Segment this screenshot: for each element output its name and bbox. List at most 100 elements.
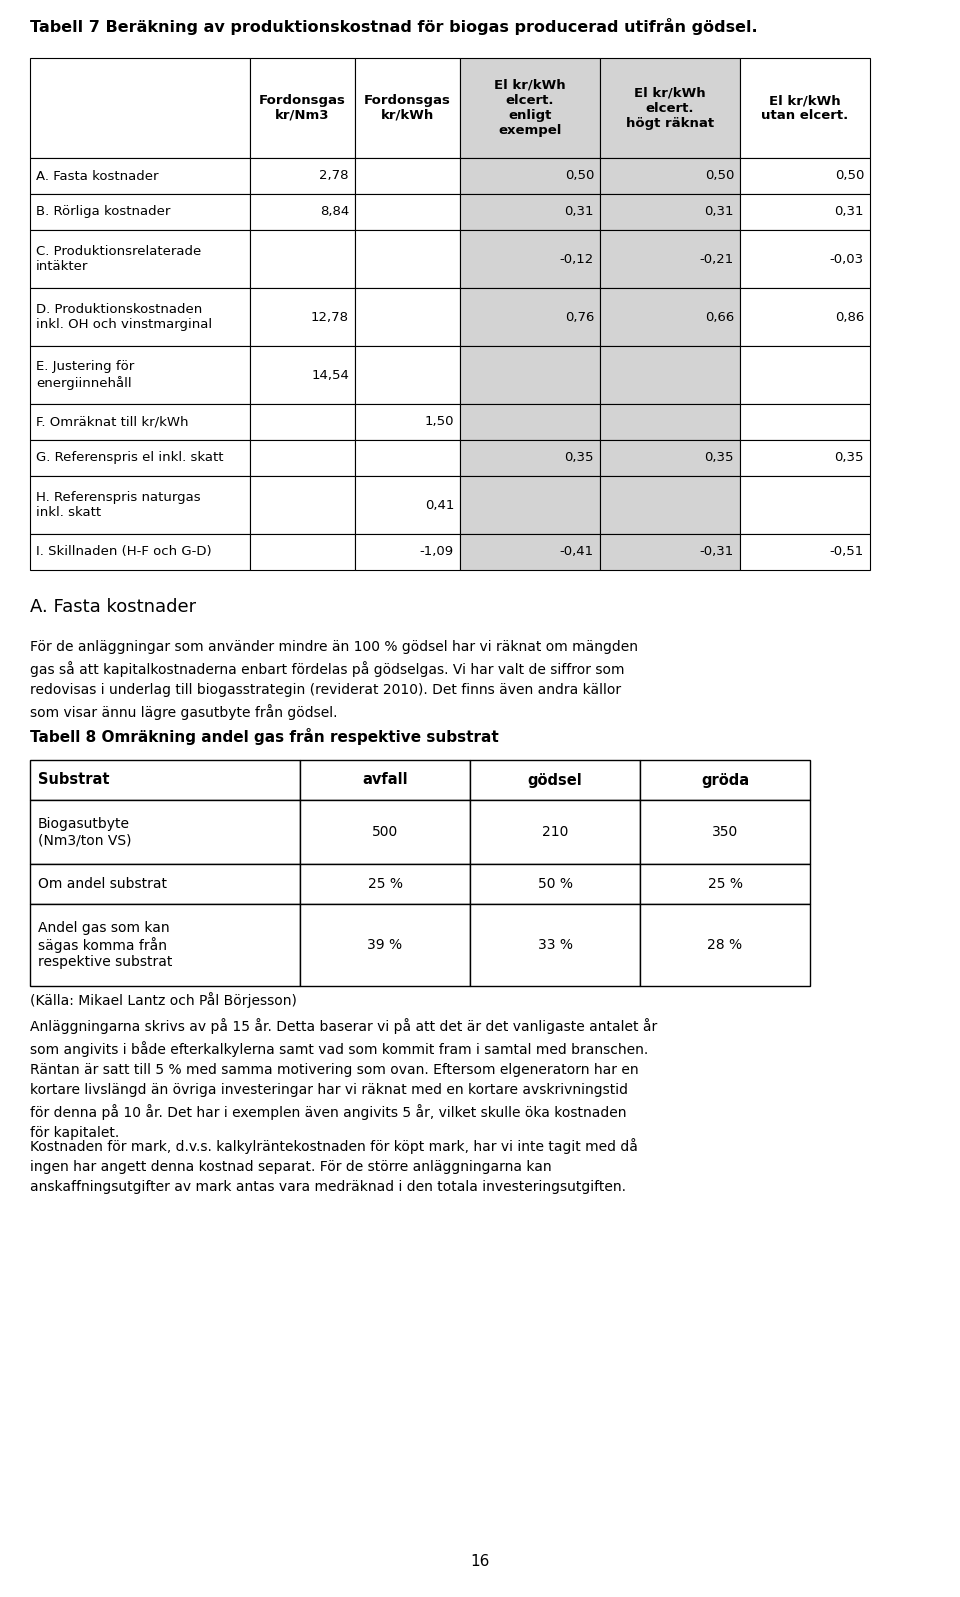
Text: -0,21: -0,21 — [700, 252, 734, 265]
Text: D. Produktionskostnaden
inkl. OH och vinstmarginal: D. Produktionskostnaden inkl. OH och vin… — [36, 303, 212, 331]
Text: A. Fasta kostnader: A. Fasta kostnader — [30, 597, 196, 616]
Bar — [460, 287, 600, 347]
Bar — [30, 864, 300, 904]
Text: -0,31: -0,31 — [700, 546, 734, 559]
Text: El kr/kWh
elcert.
högt räknat: El kr/kWh elcert. högt räknat — [626, 86, 714, 129]
Text: E. Justering för
energiinnehåll: E. Justering för energiinnehåll — [36, 361, 134, 390]
Text: 210: 210 — [541, 826, 568, 838]
Text: Biogasutbyte
(Nm3/ton VS): Biogasutbyte (Nm3/ton VS) — [38, 818, 132, 846]
Bar — [470, 760, 640, 800]
Bar — [30, 287, 250, 347]
Bar — [470, 800, 640, 864]
Bar — [355, 287, 460, 347]
Text: 0,66: 0,66 — [705, 310, 734, 324]
Bar — [250, 347, 355, 404]
Bar — [600, 230, 740, 287]
Bar — [460, 230, 600, 287]
Bar — [300, 800, 470, 864]
Text: -1,09: -1,09 — [420, 546, 454, 559]
Bar — [640, 760, 810, 800]
Text: 0,76: 0,76 — [564, 310, 594, 324]
Bar — [250, 57, 355, 158]
Bar — [250, 193, 355, 230]
Text: 33 %: 33 % — [538, 937, 572, 952]
Bar — [740, 230, 870, 287]
Bar — [30, 904, 300, 985]
Bar — [250, 404, 355, 441]
Text: (Källa: Mikael Lantz och Pål Börjesson): (Källa: Mikael Lantz och Pål Börjesson) — [30, 992, 297, 1008]
Bar — [600, 441, 740, 476]
Bar — [640, 800, 810, 864]
Text: 0,35: 0,35 — [705, 452, 734, 465]
Text: 0,35: 0,35 — [834, 452, 864, 465]
Text: F. Omräknat till kr/kWh: F. Omräknat till kr/kWh — [36, 415, 188, 428]
Bar — [600, 533, 740, 570]
Text: 0,41: 0,41 — [424, 498, 454, 511]
Bar — [470, 904, 640, 985]
Text: 350: 350 — [712, 826, 738, 838]
Bar — [740, 441, 870, 476]
Bar — [300, 760, 470, 800]
Text: I. Skillnaden (H-F och G-D): I. Skillnaden (H-F och G-D) — [36, 546, 211, 559]
Bar — [600, 347, 740, 404]
Text: Anläggningarna skrivs av på 15 år. Detta baserar vi på att det är det vanligaste: Anläggningarna skrivs av på 15 år. Detta… — [30, 1017, 658, 1140]
Bar — [355, 476, 460, 533]
Bar — [740, 404, 870, 441]
Bar — [250, 441, 355, 476]
Text: gödsel: gödsel — [528, 773, 583, 787]
Bar — [470, 864, 640, 904]
Text: 39 %: 39 % — [368, 937, 402, 952]
Bar — [740, 193, 870, 230]
Text: Substrat: Substrat — [38, 773, 109, 787]
Bar — [740, 476, 870, 533]
Text: El kr/kWh
elcert.
enligt
exempel: El kr/kWh elcert. enligt exempel — [494, 78, 565, 137]
Bar — [600, 193, 740, 230]
Text: 14,54: 14,54 — [311, 369, 349, 382]
Text: 0,31: 0,31 — [564, 206, 594, 219]
Bar — [30, 404, 250, 441]
Bar — [740, 158, 870, 193]
Bar — [30, 158, 250, 193]
Text: 0,50: 0,50 — [564, 169, 594, 182]
Text: Fordonsgas
kr/kWh: Fordonsgas kr/kWh — [364, 94, 451, 121]
Text: 28 %: 28 % — [708, 937, 743, 952]
Bar — [300, 904, 470, 985]
Bar — [30, 533, 250, 570]
Text: Tabell 8 Omräkning andel gas från respektive substrat: Tabell 8 Omräkning andel gas från respek… — [30, 728, 499, 744]
Bar — [740, 347, 870, 404]
Bar — [460, 57, 600, 158]
Text: -0,51: -0,51 — [829, 546, 864, 559]
Bar — [460, 158, 600, 193]
Bar — [600, 287, 740, 347]
Bar — [355, 158, 460, 193]
Text: 0,35: 0,35 — [564, 452, 594, 465]
Bar — [600, 57, 740, 158]
Bar — [30, 230, 250, 287]
Text: B. Rörliga kostnader: B. Rörliga kostnader — [36, 206, 170, 219]
Text: El kr/kWh
utan elcert.: El kr/kWh utan elcert. — [761, 94, 849, 121]
Bar — [30, 441, 250, 476]
Text: 16: 16 — [470, 1554, 490, 1568]
Bar — [30, 57, 250, 158]
Text: Fordonsgas
kr/Nm3: Fordonsgas kr/Nm3 — [259, 94, 346, 121]
Bar — [460, 476, 600, 533]
Bar — [30, 800, 300, 864]
Text: -0,12: -0,12 — [560, 252, 594, 265]
Bar — [640, 904, 810, 985]
Bar — [460, 404, 600, 441]
Text: 500: 500 — [372, 826, 398, 838]
Bar — [250, 230, 355, 287]
Bar — [600, 404, 740, 441]
Bar — [355, 193, 460, 230]
Text: G. Referenspris el inkl. skatt: G. Referenspris el inkl. skatt — [36, 452, 224, 465]
Bar — [250, 533, 355, 570]
Text: -0,03: -0,03 — [829, 252, 864, 265]
Bar — [460, 193, 600, 230]
Text: För de anläggningar som använder mindre än 100 % gödsel har vi räknat om mängden: För de anläggningar som använder mindre … — [30, 640, 638, 720]
Text: gröda: gröda — [701, 773, 749, 787]
Text: 0,50: 0,50 — [705, 169, 734, 182]
Bar — [600, 158, 740, 193]
Bar — [300, 864, 470, 904]
Bar — [30, 476, 250, 533]
Text: 1,50: 1,50 — [424, 415, 454, 428]
